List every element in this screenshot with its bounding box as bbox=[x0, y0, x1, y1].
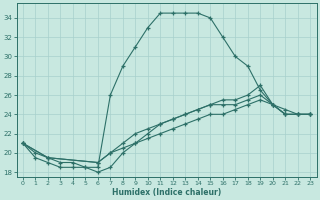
X-axis label: Humidex (Indice chaleur): Humidex (Indice chaleur) bbox=[112, 188, 221, 197]
